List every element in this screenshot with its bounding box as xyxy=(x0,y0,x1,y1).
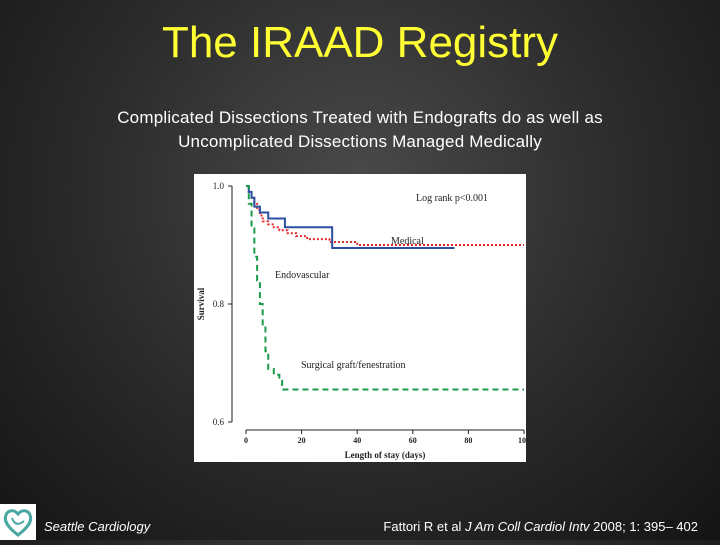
x-tick-label: 40 xyxy=(353,436,361,445)
chart-axes: 0.6 0.8 1.0 0 20 40 60 80 100 xyxy=(213,181,530,445)
subtitle-line-1: Complicated Dissections Treated with End… xyxy=(117,108,603,127)
x-axis-label: Length of stay (days) xyxy=(345,450,426,460)
citation-details: 2008; 1: 395– 402 xyxy=(589,519,698,534)
subtitle-line-2: Uncomplicated Dissections Managed Medica… xyxy=(178,132,542,151)
x-tick-label: 60 xyxy=(409,436,417,445)
survival-chart: 0.6 0.8 1.0 0 20 40 60 80 100 Length of stay (da… xyxy=(194,174,530,462)
series-label-1: Medical xyxy=(391,236,424,247)
citation-journal: J Am Coll Cardiol Intv xyxy=(465,519,590,534)
citation-authors: Fattori R et al xyxy=(383,519,466,534)
heart-logo-icon xyxy=(0,504,36,540)
chart-labels: Length of stay (days) Survival Medical Endo… xyxy=(196,193,488,460)
x-tick-label: 20 xyxy=(298,436,306,445)
series-line-2 xyxy=(246,185,455,249)
y-tick-label: 0.8 xyxy=(213,299,225,309)
series-label-2: Endovascular xyxy=(275,270,330,281)
y-axis-label: Survival xyxy=(196,287,206,320)
footer-citation: Fattori R et al J Am Coll Cardiol Intv 2… xyxy=(383,519,698,534)
slide-title: The IRAAD Registry xyxy=(161,18,559,67)
footer-organization: Seattle Cardiology xyxy=(44,519,151,534)
slide-subtitle: Complicated Dissections Treated with End… xyxy=(0,106,720,154)
chart-svg: 0.6 0.8 1.0 0 20 40 60 80 100 Length of stay (da… xyxy=(196,181,530,460)
y-tick-label: 1.0 xyxy=(213,181,225,191)
log-rank-annotation: Log rank p<0.001 xyxy=(416,193,488,204)
series-label-3: Surgical graft/fenestration xyxy=(301,360,406,371)
y-tick-label: 0.6 xyxy=(213,417,225,427)
x-tick-label: 80 xyxy=(464,436,472,445)
x-tick-label: 100 xyxy=(518,436,526,445)
x-tick-label: 0 xyxy=(244,436,248,445)
chart-series-layer xyxy=(246,185,524,391)
